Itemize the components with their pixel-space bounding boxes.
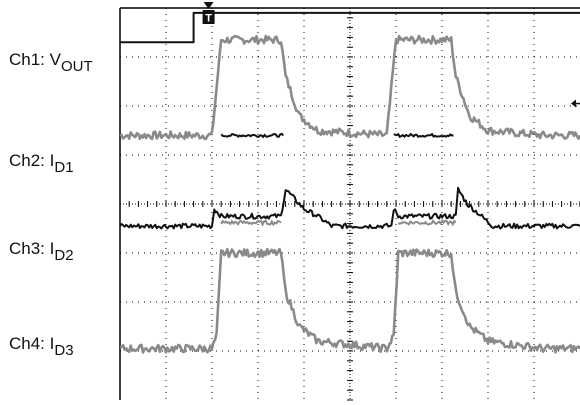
trace-1: [120, 11, 580, 44]
trace-5-segment-1: [220, 219, 282, 227]
channel-label-ch1: Ch1: VOUT: [9, 50, 93, 75]
markers: T: [202, 2, 580, 108]
trace-5-segment-2: [397, 218, 457, 227]
traces: [119, 11, 580, 354]
channel-label-ch3-sub: D2: [54, 247, 74, 264]
trace-3-segment-2: [393, 132, 454, 139]
trace-6: [119, 247, 580, 354]
level-arrow-icon: [571, 99, 576, 108]
channel-labels: Ch1: VOUT Ch2: ID1 Ch3: ID2 Ch4: ID3: [0, 0, 118, 405]
channel-label-ch3-prefix: Ch3: I: [9, 239, 55, 258]
channel-label-ch3: Ch3: ID2: [9, 239, 74, 264]
trigger-arrow-icon: [203, 2, 214, 9]
trace-4: [119, 186, 580, 230]
trace-2: [119, 34, 580, 141]
channel-label-ch2-sub: D1: [54, 159, 74, 176]
channel-label-ch2-prefix: Ch2: I: [9, 151, 55, 170]
channel-label-ch4: Ch4: ID3: [9, 334, 74, 359]
channel-label-ch4-prefix: Ch4: I: [9, 334, 55, 353]
channel-label-ch4-sub: D3: [54, 342, 74, 359]
channel-label-ch1-prefix: Ch1: V: [9, 50, 61, 69]
trace-3-segment-1: [220, 132, 284, 139]
channel-label-ch1-sub: OUT: [60, 58, 93, 75]
trigger-box: [202, 10, 215, 24]
channel-label-ch2: Ch2: ID1: [9, 151, 74, 176]
graticule: [119, 7, 580, 401]
trigger-label: T: [205, 13, 212, 25]
